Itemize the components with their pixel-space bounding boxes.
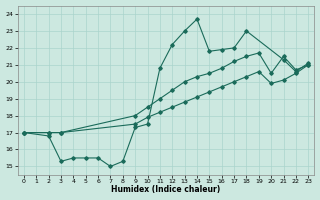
- X-axis label: Humidex (Indice chaleur): Humidex (Indice chaleur): [111, 185, 221, 194]
